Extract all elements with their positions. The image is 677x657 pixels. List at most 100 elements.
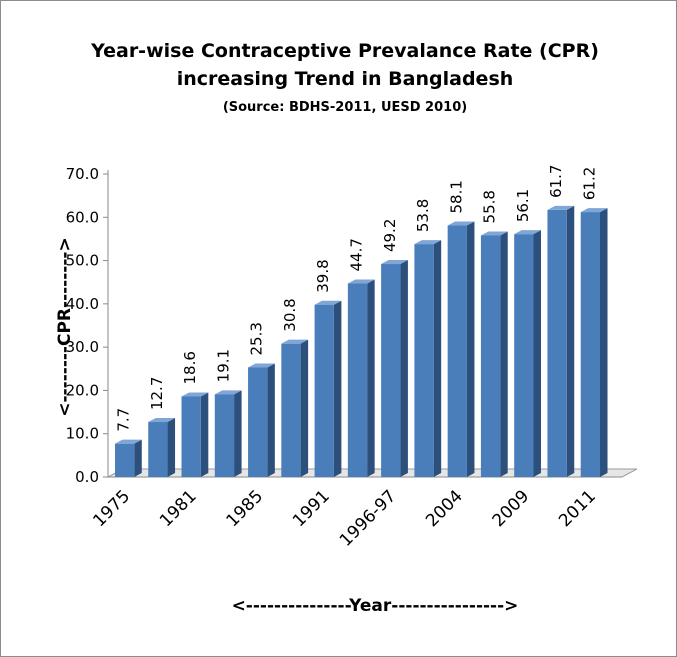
bar-front — [114, 443, 135, 477]
data-label: 7.7 — [115, 408, 133, 432]
bar-front — [281, 343, 301, 477]
data-label: 53.8 — [414, 199, 432, 232]
x-tick-label: 1996-97 — [336, 486, 400, 550]
bar-side — [566, 205, 575, 478]
y-tick-label: 10.0 — [66, 425, 99, 443]
bar — [547, 205, 575, 478]
bar-top — [314, 300, 342, 305]
bar — [114, 439, 142, 477]
bar-side — [267, 363, 275, 477]
bar-front — [214, 394, 235, 477]
bar — [181, 392, 209, 477]
bar-top — [447, 221, 475, 226]
bar-front — [248, 367, 268, 477]
bar-top — [114, 439, 142, 444]
data-labels: 7.7 12.7 18.6 19.1 25.3 30.8 39.8 44.7 49.2 53.8 5… — [115, 165, 599, 432]
bar — [514, 230, 541, 477]
data-label: 12.7 — [148, 377, 166, 410]
x-tick-label: 1985 — [223, 486, 268, 531]
bar-top — [148, 418, 176, 423]
bar-front — [314, 304, 334, 477]
bar-side — [367, 279, 375, 477]
data-label: 39.8 — [314, 259, 332, 292]
bar-side — [600, 208, 608, 477]
y-axis-label: <--------CPR--------> — [55, 237, 75, 416]
bar-front — [148, 422, 168, 477]
data-label: 18.6 — [181, 351, 199, 384]
bar-side — [167, 418, 176, 477]
bar-front — [514, 234, 534, 477]
bar — [314, 300, 342, 477]
x-tick-label: 1981 — [156, 486, 201, 531]
data-label: 61.2 — [580, 167, 598, 200]
bar-front — [181, 396, 201, 477]
bar-front — [347, 283, 368, 477]
y-tick-label: 70.0 — [66, 165, 99, 183]
bar-front — [381, 264, 401, 477]
chart-title-line2: increasing Trend in Bangladesh — [177, 68, 514, 90]
data-label: 58.1 — [447, 180, 465, 213]
bar — [281, 339, 309, 477]
data-label: 19.1 — [214, 349, 232, 382]
data-label: 55.8 — [481, 190, 499, 223]
bar — [480, 231, 508, 477]
x-tick-label: 1975 — [89, 486, 134, 531]
y-tick-label: 20.0 — [66, 381, 99, 399]
y-tick-label: 40.0 — [66, 295, 99, 313]
bars — [114, 205, 608, 478]
bar — [580, 208, 608, 477]
x-axis-label: <---------------Year----------------> — [232, 596, 519, 616]
bar-front — [547, 209, 567, 478]
bar-side — [333, 300, 342, 477]
bar — [447, 221, 475, 477]
y-tick-label: 50.0 — [66, 252, 99, 270]
bar-side — [234, 390, 242, 477]
data-label: 56.1 — [514, 189, 532, 222]
bar — [347, 279, 375, 477]
bar-top — [547, 205, 575, 210]
bar-top — [480, 231, 508, 236]
bar-front — [447, 225, 467, 477]
chart-title: Year-wise Contraceptive Prevalance Rate … — [90, 40, 599, 62]
bar — [381, 260, 408, 477]
bar-top — [347, 279, 375, 284]
bar — [248, 363, 275, 477]
bar-top — [248, 363, 275, 368]
data-label: 25.3 — [248, 322, 266, 355]
bar-top — [214, 390, 242, 395]
bar-side — [466, 221, 475, 477]
bar-side — [200, 392, 209, 477]
bar-side — [400, 260, 408, 477]
bar-side — [300, 339, 309, 477]
bar-side — [433, 240, 442, 477]
x-tick-label: 1991 — [289, 486, 334, 531]
chart-subtitle: (Source: BDHS-2011, UESD 2010) — [223, 100, 467, 115]
bar-top — [580, 208, 608, 213]
x-tick-label: 2009 — [489, 486, 534, 531]
data-label: 30.8 — [281, 298, 299, 331]
x-tick-label: 2004 — [422, 486, 467, 531]
bar — [414, 240, 442, 477]
bar-top — [514, 230, 541, 235]
bar-front — [580, 212, 601, 477]
y-tick-label: 30.0 — [66, 338, 99, 356]
bar-top — [381, 260, 408, 265]
bar-side — [533, 230, 541, 477]
data-label: 61.7 — [547, 165, 565, 198]
bar-top — [181, 392, 209, 397]
y-tick-label: 60.0 — [66, 208, 99, 226]
bar-side — [500, 231, 508, 477]
bar — [148, 418, 176, 477]
data-label: 44.7 — [348, 238, 366, 271]
y-tick-label: 0.0 — [75, 468, 99, 486]
bar-front — [414, 244, 434, 477]
y-tick-labels: 0.0 10.0 20.0 30.0 40.0 50.0 60.0 70.0 — [66, 165, 99, 486]
data-label: 49.2 — [381, 219, 399, 252]
x-tick-label: 2011 — [555, 486, 600, 531]
bar-top — [281, 339, 309, 344]
bar-side — [134, 439, 142, 477]
bar-front — [480, 235, 501, 477]
x-tick-labels: 1975 1981 1985 1991 1996-97 2004 2009 2011 — [89, 486, 599, 550]
bar-top — [414, 240, 442, 245]
